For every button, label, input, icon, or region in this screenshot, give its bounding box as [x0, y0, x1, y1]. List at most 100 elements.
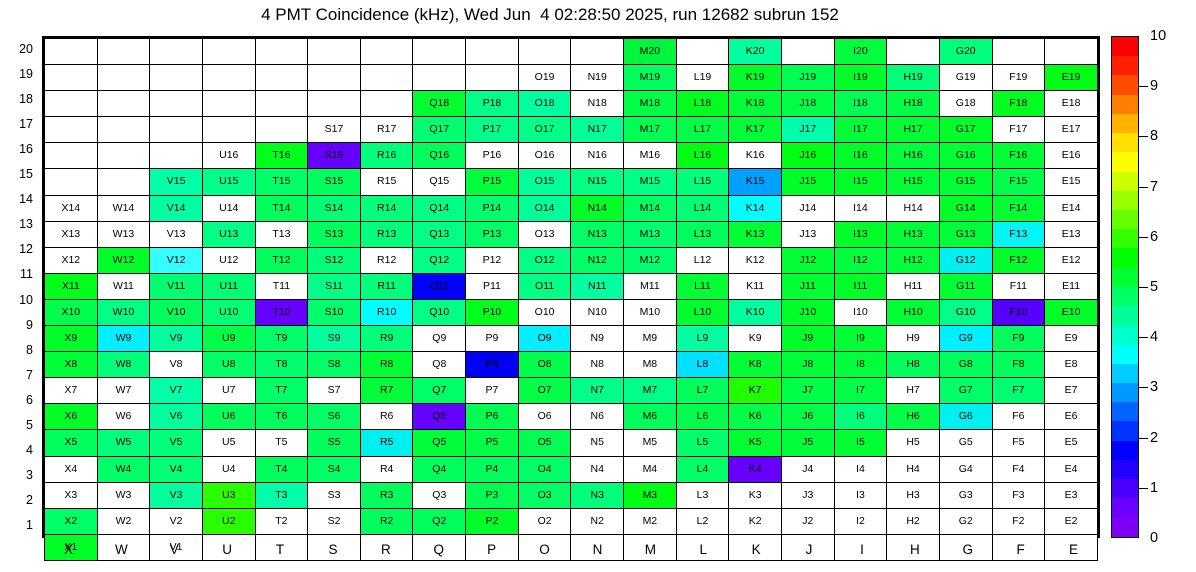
heatmap-cell[interactable] — [307, 37, 361, 66]
heatmap-cell[interactable] — [254, 90, 309, 118]
heatmap-cell[interactable]: S4 — [307, 455, 361, 483]
heatmap-cell[interactable]: G14 — [938, 194, 993, 222]
heatmap-cell[interactable]: O12 — [517, 246, 572, 274]
heatmap-cell[interactable]: E7 — [1044, 377, 1098, 405]
heatmap-cell[interactable]: M4 — [623, 455, 677, 483]
heatmap-cell[interactable]: F18 — [991, 90, 1046, 118]
heatmap-cell[interactable]: V13 — [149, 220, 203, 248]
heatmap-cell[interactable]: E8 — [1044, 351, 1098, 379]
heatmap-cell[interactable] — [991, 37, 1046, 66]
heatmap-cell[interactable]: F11 — [991, 272, 1046, 300]
heatmap-cell[interactable]: W13 — [96, 220, 151, 248]
heatmap-cell[interactable]: K5 — [728, 429, 782, 457]
heatmap-cell[interactable]: I17 — [833, 116, 888, 144]
heatmap-cell[interactable]: E18 — [1044, 90, 1098, 118]
heatmap-cell[interactable]: Q14 — [412, 194, 467, 222]
heatmap-cell[interactable]: O5 — [517, 429, 572, 457]
heatmap-cell[interactable]: L19 — [675, 64, 730, 92]
heatmap-cell[interactable]: H15 — [886, 168, 940, 196]
heatmap-cell[interactable]: K7 — [728, 377, 782, 405]
heatmap-cell[interactable]: K6 — [728, 403, 782, 431]
heatmap-cell[interactable]: N3 — [570, 481, 625, 509]
heatmap-cell[interactable]: G11 — [938, 272, 993, 300]
heatmap-cell[interactable]: R4 — [359, 455, 414, 483]
heatmap-cell[interactable]: S9 — [307, 325, 361, 353]
heatmap-cell[interactable]: J2 — [780, 507, 835, 535]
heatmap-cell[interactable]: V3 — [149, 481, 203, 509]
heatmap-cell[interactable]: H14 — [886, 194, 940, 222]
heatmap-cell[interactable]: G5 — [938, 429, 993, 457]
heatmap-cell[interactable] — [44, 90, 98, 118]
heatmap-cell[interactable]: F9 — [991, 325, 1046, 353]
heatmap-cell[interactable]: K20 — [728, 37, 782, 66]
heatmap-cell[interactable]: N6 — [570, 403, 625, 431]
heatmap-cell[interactable]: N12 — [570, 246, 625, 274]
heatmap-cell[interactable]: R17 — [359, 116, 414, 144]
heatmap-cell[interactable]: Q17 — [412, 116, 467, 144]
heatmap-cell[interactable]: K18 — [728, 90, 782, 118]
heatmap-cell[interactable] — [465, 64, 519, 92]
heatmap-cell[interactable]: O6 — [517, 403, 572, 431]
heatmap-cell[interactable]: K13 — [728, 220, 782, 248]
heatmap-cell[interactable]: H7 — [886, 377, 940, 405]
heatmap-cell[interactable]: M9 — [623, 325, 677, 353]
heatmap-cell[interactable]: X4 — [44, 455, 98, 483]
heatmap-cell[interactable]: N5 — [570, 429, 625, 457]
heatmap-cell[interactable]: J4 — [780, 455, 835, 483]
heatmap-cell[interactable]: J10 — [780, 298, 835, 327]
heatmap-cell[interactable] — [96, 142, 151, 170]
heatmap-cell[interactable]: U3 — [201, 481, 256, 509]
heatmap-cell[interactable]: O11 — [517, 272, 572, 300]
heatmap-cell[interactable]: U4 — [201, 455, 256, 483]
heatmap-cell[interactable] — [201, 116, 256, 144]
heatmap-cell[interactable]: I18 — [833, 90, 888, 118]
heatmap-cell[interactable]: W8 — [96, 351, 151, 379]
heatmap-cell[interactable]: O17 — [517, 116, 572, 144]
heatmap-cell[interactable] — [254, 37, 309, 66]
heatmap-cell[interactable]: F3 — [991, 481, 1046, 509]
heatmap-cell[interactable]: Q16 — [412, 142, 467, 170]
heatmap-cell[interactable]: F8 — [991, 351, 1046, 379]
heatmap-cell[interactable]: J6 — [780, 403, 835, 431]
heatmap-cell[interactable]: N4 — [570, 455, 625, 483]
heatmap-cell[interactable] — [780, 37, 835, 66]
heatmap-cell[interactable]: T15 — [254, 168, 309, 196]
heatmap-cell[interactable]: W7 — [96, 377, 151, 405]
heatmap-cell[interactable]: I2 — [833, 507, 888, 535]
heatmap-cell[interactable]: S16 — [307, 142, 361, 170]
heatmap-cell[interactable]: N10 — [570, 298, 625, 327]
heatmap-cell[interactable] — [307, 90, 361, 118]
heatmap-cell[interactable]: X10 — [44, 298, 98, 327]
heatmap-cell[interactable]: L7 — [675, 377, 730, 405]
heatmap-cell[interactable] — [201, 37, 256, 66]
heatmap-cell[interactable]: K4 — [728, 455, 782, 483]
heatmap-cell[interactable]: G2 — [938, 507, 993, 535]
heatmap-cell[interactable]: F6 — [991, 403, 1046, 431]
heatmap-cell[interactable]: E14 — [1044, 194, 1098, 222]
heatmap-cell[interactable]: Q9 — [412, 325, 467, 353]
heatmap-cell[interactable]: X12 — [44, 246, 98, 274]
heatmap-cell[interactable]: J19 — [780, 64, 835, 92]
heatmap-cell[interactable]: U15 — [201, 168, 256, 196]
heatmap-cell[interactable]: N15 — [570, 168, 625, 196]
heatmap-cell[interactable]: R9 — [359, 325, 414, 353]
heatmap-cell[interactable]: W6 — [96, 403, 151, 431]
heatmap-cell[interactable]: R14 — [359, 194, 414, 222]
heatmap-cell[interactable]: E2 — [1044, 507, 1098, 535]
heatmap-cell[interactable]: E13 — [1044, 220, 1098, 248]
heatmap-cell[interactable]: S11 — [307, 272, 361, 300]
heatmap-cell[interactable]: X8 — [44, 351, 98, 379]
heatmap-cell[interactable]: U2 — [201, 507, 256, 535]
heatmap-cell[interactable]: O2 — [517, 507, 572, 535]
heatmap-cell[interactable]: S14 — [307, 194, 361, 222]
heatmap-cell[interactable]: P6 — [465, 403, 519, 431]
heatmap-cell[interactable]: L9 — [675, 325, 730, 353]
heatmap-cell[interactable]: Q2 — [412, 507, 467, 535]
heatmap-cell[interactable]: U12 — [201, 246, 256, 274]
heatmap-cell[interactable]: V8 — [149, 351, 203, 379]
heatmap-cell[interactable]: X13 — [44, 220, 98, 248]
heatmap-cell[interactable]: S12 — [307, 246, 361, 274]
heatmap-cell[interactable]: E6 — [1044, 403, 1098, 431]
heatmap-cell[interactable]: P7 — [465, 377, 519, 405]
heatmap-cell[interactable]: K12 — [728, 246, 782, 274]
